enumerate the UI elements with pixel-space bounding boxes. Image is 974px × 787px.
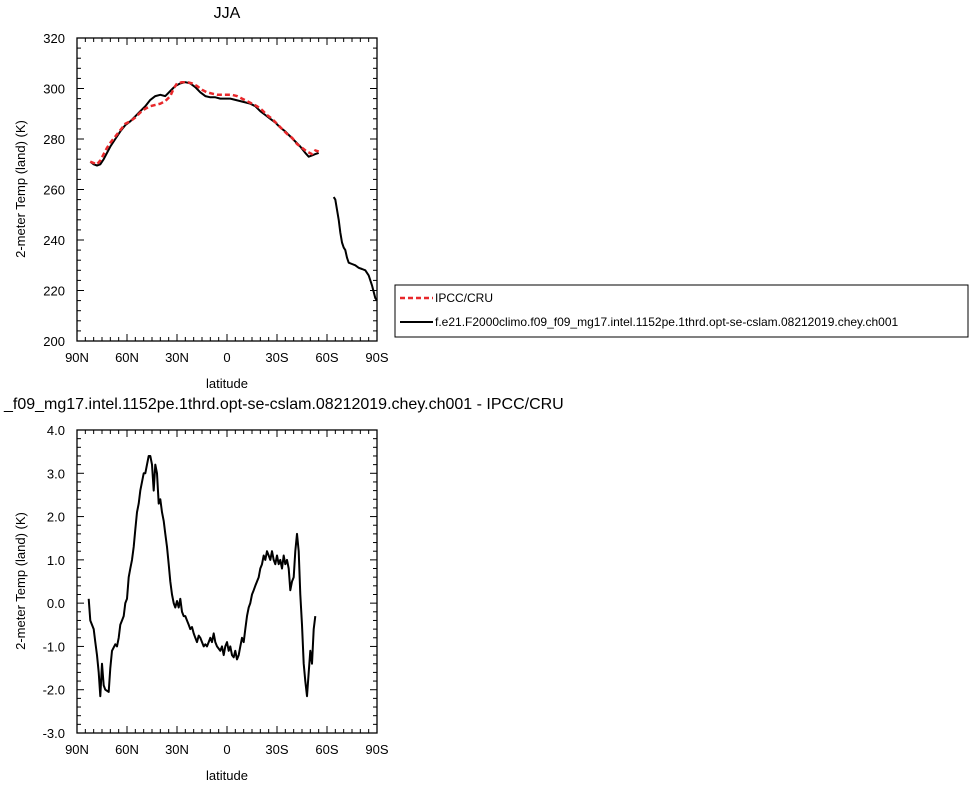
top-panel-title: JJA: [214, 5, 241, 22]
bottom-x-tick-label: 0: [223, 742, 230, 757]
legend-label-model: f.e21.F2000climo.f09_f09_mg17.intel.1152…: [435, 315, 899, 329]
top-y-tick-label: 300: [43, 82, 65, 97]
top-panel-plot-area: 90N 60N 30N 0 30S 60S 90S 200 220 240 260 280 300 320: [43, 31, 389, 365]
bottom-panel-title: _f09_mg17.intel.1152pe.1thrd.opt-se-csla…: [3, 396, 564, 413]
legend-box: [394, 284, 969, 338]
bottom-y-tick-label: 0.0: [47, 596, 65, 611]
top-y-tick-label: 200: [43, 334, 65, 349]
bottom-y-tick-label: -2.0: [43, 683, 65, 698]
top-x-tick-label: 90S: [365, 350, 388, 365]
top-plot-frame: [76, 37, 378, 342]
top-x-tick-label: 30N: [165, 350, 189, 365]
top-panel-x-axis-label: latitude: [206, 376, 248, 391]
legend: IPCC/CRU f.e21.F2000climo.f09_f09_mg17.i…: [394, 284, 969, 338]
bottom-y-tick-label: 4.0: [47, 423, 65, 438]
top-panel: JJA latitude 2-meter Temp (land) (K) 90N…: [13, 5, 389, 391]
top-y-tick-label: 280: [43, 132, 65, 147]
bottom-panel: _f09_mg17.intel.1152pe.1thrd.opt-se-csla…: [3, 396, 564, 783]
top-series-model-line: [332, 196, 378, 302]
top-y-tick-label: 320: [43, 31, 65, 46]
bottom-y-tick-label: 2.0: [47, 510, 65, 525]
top-x-tick-label: 60N: [115, 350, 139, 365]
bottom-y-tick-label: 3.0: [47, 466, 65, 481]
top-y-tick-label: 220: [43, 284, 65, 299]
bottom-y-tick-label: 1.0: [47, 553, 65, 568]
bottom-y-tick-label: -1.0: [43, 639, 65, 654]
top-y-tick-label: 260: [43, 183, 65, 198]
bottom-panel-plot-area: 90N 60N 30N 0 30S 60S 90S -3.0 -2.0 -1.0 0.0 1.0 2.0…: [43, 423, 389, 757]
bottom-series-model-line: [87, 455, 317, 698]
top-x-tick-label: 90N: [65, 350, 89, 365]
bottom-x-tick-label: 30N: [165, 742, 189, 757]
bottom-panel-y-axis-label: 2-meter Temp (land) (K): [13, 512, 28, 650]
top-x-tick-label: 60S: [315, 350, 338, 365]
bottom-panel-x-axis-label: latitude: [206, 768, 248, 783]
bottom-y-tick-label: -3.0: [43, 726, 65, 741]
top-y-tick-label: 240: [43, 233, 65, 248]
bottom-x-tick-label: 30S: [265, 742, 288, 757]
legend-label-ipcc-cru: IPCC/CRU: [435, 291, 493, 305]
bottom-x-tick-label: 60S: [315, 742, 338, 757]
bottom-x-tick-label: 60N: [115, 742, 139, 757]
top-x-tick-label: 30S: [265, 350, 288, 365]
top-x-tick-label: 0: [223, 350, 230, 365]
bottom-x-tick-label: 90N: [65, 742, 89, 757]
bottom-x-tick-label: 90S: [365, 742, 388, 757]
top-series-ipcc-cru-line: [89, 80, 320, 166]
bottom-plot-frame: [76, 429, 378, 734]
top-panel-y-axis-label: 2-meter Temp (land) (K): [13, 120, 28, 258]
